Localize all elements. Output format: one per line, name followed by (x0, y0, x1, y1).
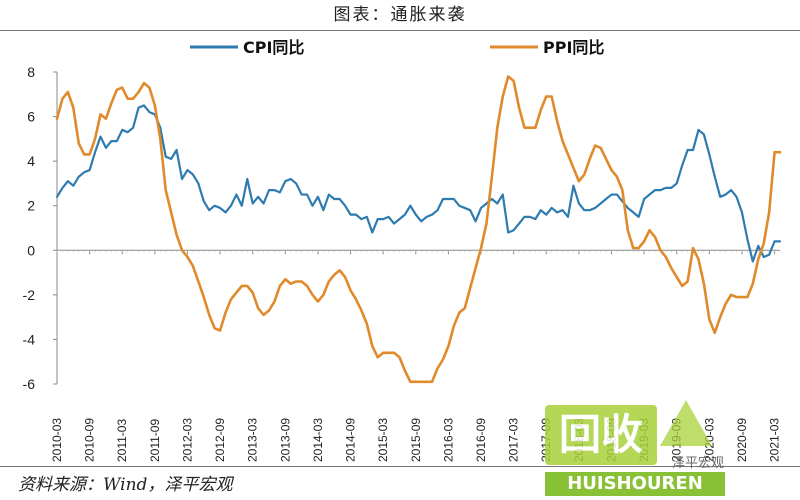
chart-axes: 8 6 4 2 0 -2 -4 -6 2010-03 2010-09 2011-03 2011-09 2… (23, 64, 782, 462)
x-tick-label: 2013-09 (278, 418, 292, 462)
x-tick-label: 2016-03 (441, 418, 455, 462)
line-chart: 8 6 4 2 0 -2 -4 -6 2010-03 2010-09 2011-03 2011-09 2… (23, 38, 782, 462)
y-tick-label: 4 (27, 153, 35, 169)
x-tick-label: 2014-09 (344, 418, 358, 462)
series-line-cpi (55, 104, 782, 263)
y-tick-label: -2 (23, 287, 36, 303)
y-tick-label: 8 (27, 64, 35, 80)
watermark-logo-text: 回收 (558, 410, 643, 459)
watermark-triangle-icon (660, 400, 712, 446)
chart-series (55, 75, 782, 384)
y-tick-label: -6 (23, 376, 36, 392)
x-tick-label: 2015-03 (376, 418, 390, 462)
y-tick-label: 0 (27, 242, 35, 258)
y-tick-label: 2 (27, 198, 35, 214)
x-tick-label: 2016-09 (474, 418, 488, 462)
x-tick-label: 2011-09 (148, 419, 162, 462)
x-tick-label: 2017-03 (507, 418, 521, 462)
source-note: 资料来源：Wind，泽平宏观 (18, 475, 233, 495)
x-tick-label: 2014-03 (311, 418, 325, 462)
x-tick-label: 2013-03 (246, 418, 260, 462)
source-divider (0, 466, 800, 467)
x-tick-label: 2012-03 (180, 418, 194, 462)
title-divider (0, 30, 800, 31)
x-tick-label: 2012-09 (213, 418, 227, 462)
watermark-logo: 回收 (545, 405, 657, 465)
y-tick-label: -4 (23, 331, 36, 347)
x-tick-label: 2021-03 (768, 418, 782, 462)
x-tick-label: 2011-03 (115, 419, 129, 462)
chart-title: 图表：通胀来袭 (333, 5, 467, 25)
x-tick-label: 2010-09 (83, 418, 97, 462)
y-tick-label: 6 (27, 109, 35, 125)
legend-label-cpi: CPI同比 (243, 38, 304, 57)
watermark-wechat-label: 泽平宏观 (672, 456, 725, 471)
x-tick-label: 2020-09 (735, 418, 749, 462)
series-line-ppi (55, 75, 782, 384)
legend-label-ppi: PPI同比 (543, 38, 604, 57)
chart-legend: CPI同比 PPI同比 (190, 38, 604, 57)
x-tick-label: 2010-03 (50, 418, 64, 462)
watermark-site-text: HUISHOUREN (545, 472, 725, 496)
x-tick-label: 2015-09 (409, 418, 423, 462)
